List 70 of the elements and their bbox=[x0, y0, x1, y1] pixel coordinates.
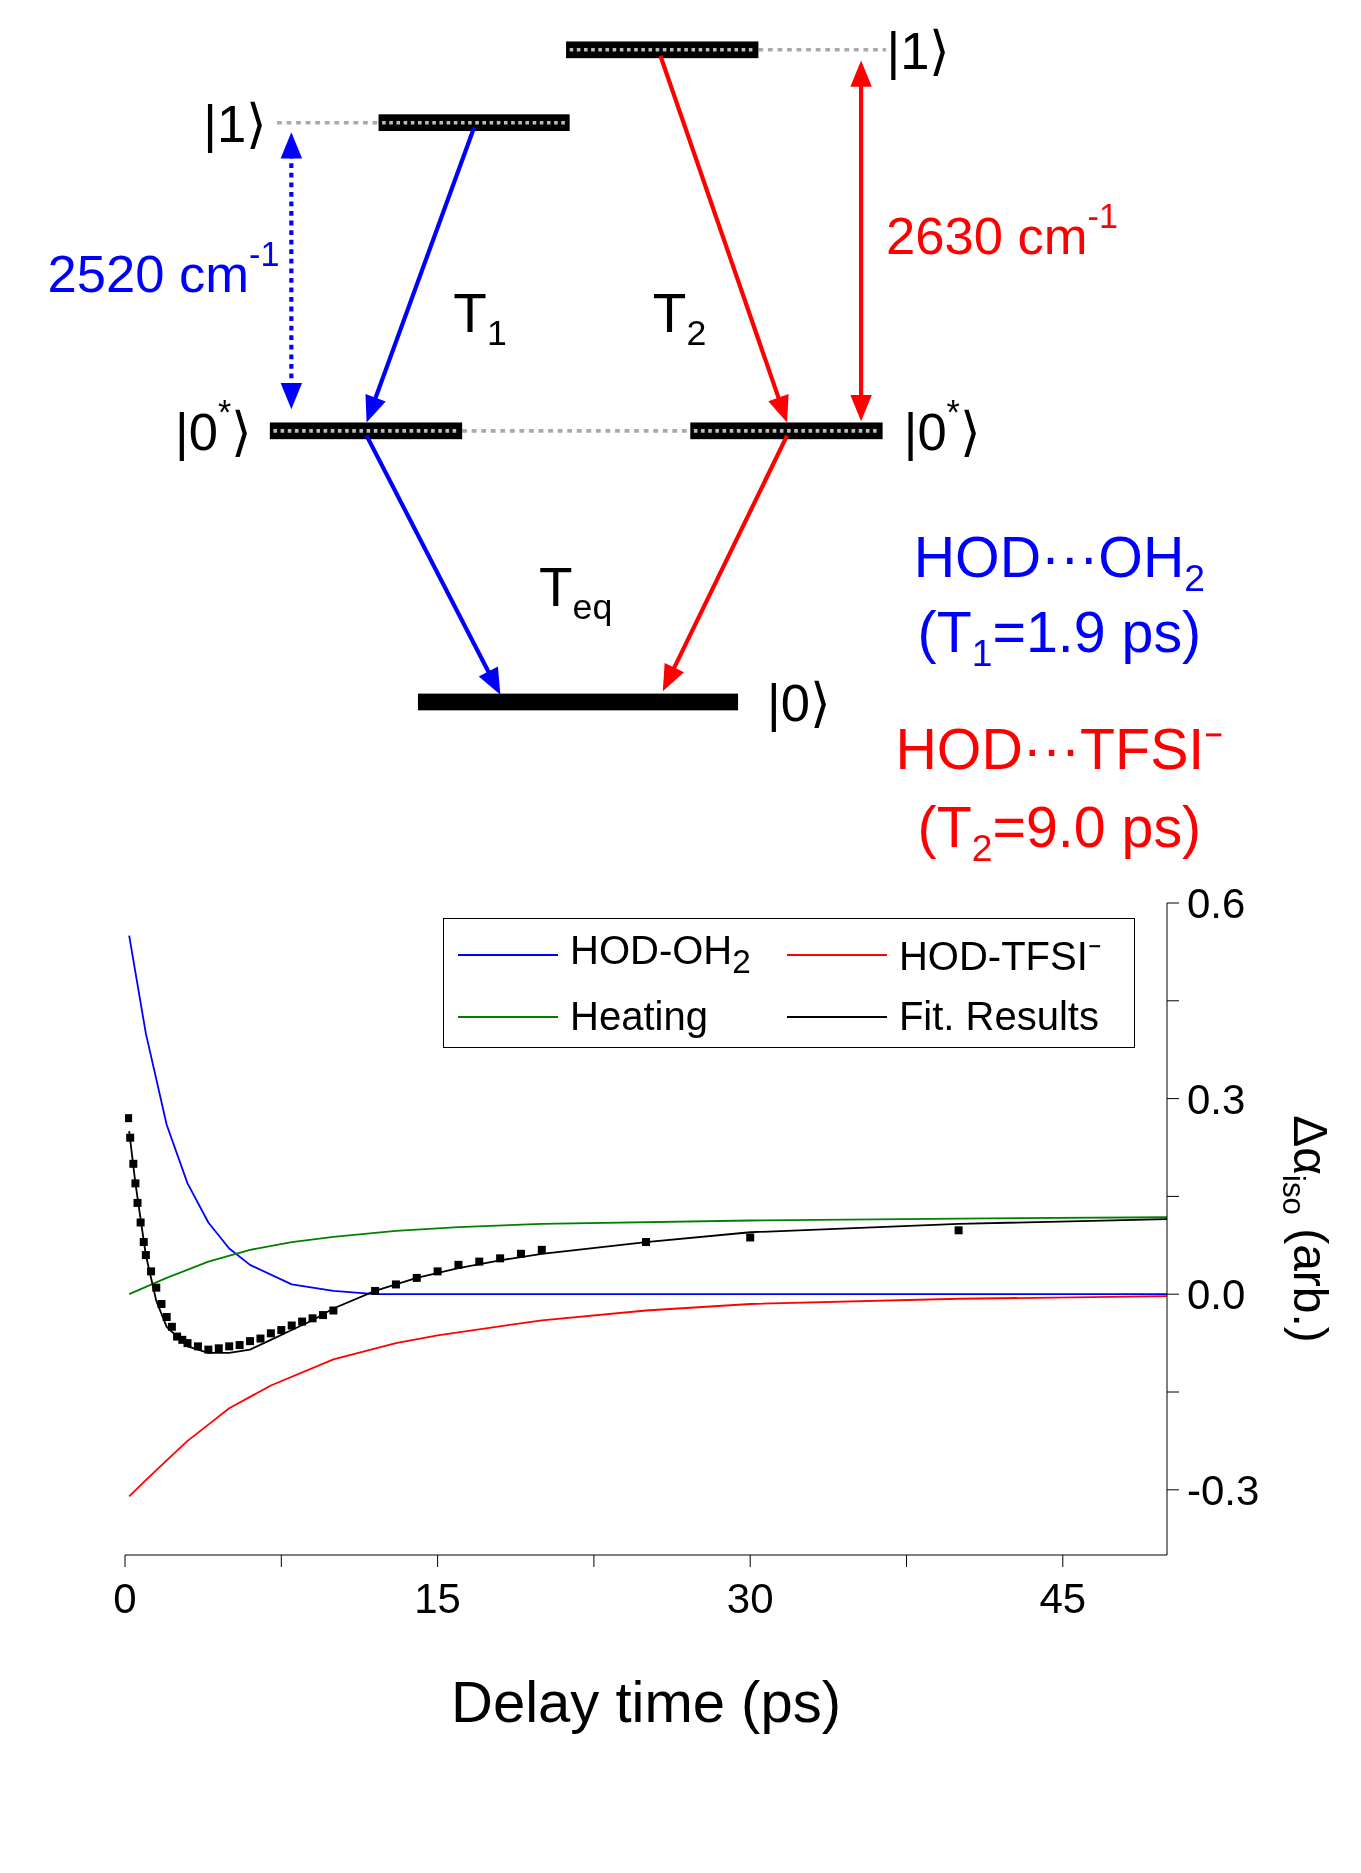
point bbox=[537, 1245, 546, 1254]
point bbox=[454, 1260, 463, 1269]
text: |1⟩ bbox=[886, 20, 951, 80]
text: T$_{eq}$ bbox=[538, 556, 613, 628]
point bbox=[133, 1198, 142, 1207]
point bbox=[152, 1283, 161, 1292]
point bbox=[193, 1342, 202, 1351]
point bbox=[954, 1226, 963, 1235]
x-tick-label: 45 bbox=[1039, 1574, 1087, 1622]
point bbox=[183, 1339, 192, 1348]
point bbox=[157, 1299, 166, 1308]
text: |0⟩ bbox=[767, 672, 831, 732]
text: (T$_{1}$=1.9 ps) bbox=[917, 599, 1202, 674]
point bbox=[167, 1322, 176, 1331]
point bbox=[433, 1267, 442, 1276]
text: |1⟩ bbox=[203, 93, 268, 153]
legend-label: HOD-TFSI⁻ bbox=[898, 933, 1102, 980]
legend-label: Fit. Results bbox=[898, 994, 1099, 1039]
point bbox=[141, 1251, 150, 1260]
point bbox=[136, 1218, 145, 1227]
point bbox=[139, 1238, 148, 1247]
point bbox=[131, 1179, 140, 1188]
line-series bbox=[128, 1216, 1167, 1296]
text: T$_{1}$ bbox=[453, 281, 507, 353]
point bbox=[642, 1238, 650, 1247]
point bbox=[214, 1344, 223, 1353]
point bbox=[391, 1280, 400, 1289]
point bbox=[308, 1314, 317, 1323]
point bbox=[496, 1254, 505, 1263]
point bbox=[256, 1334, 265, 1343]
text: T$_{2}$ bbox=[652, 281, 707, 353]
point bbox=[162, 1313, 171, 1322]
y-tick-label: 0.3 bbox=[1187, 1075, 1246, 1123]
point bbox=[412, 1273, 421, 1282]
point bbox=[318, 1311, 327, 1320]
point bbox=[225, 1342, 234, 1351]
point bbox=[147, 1267, 156, 1276]
point bbox=[475, 1257, 484, 1266]
point bbox=[516, 1249, 525, 1258]
y-tick-label: 0.0 bbox=[1187, 1271, 1246, 1319]
point bbox=[266, 1329, 275, 1338]
point bbox=[287, 1321, 296, 1330]
legend-label: HOD-OH$_{2}$ bbox=[570, 928, 751, 981]
text: |0$^{*}$⟩ bbox=[903, 392, 981, 461]
point bbox=[204, 1345, 213, 1354]
text: HOD···TFSI⁻ bbox=[895, 716, 1224, 781]
text: |0$^{*}$⟩ bbox=[175, 392, 253, 461]
point bbox=[329, 1306, 338, 1315]
text: 2630 cm$^{-1}$ bbox=[886, 196, 1118, 265]
x-tick-label: 15 bbox=[414, 1574, 461, 1622]
point bbox=[246, 1337, 255, 1346]
point bbox=[277, 1326, 286, 1335]
x-tick-label: 30 bbox=[726, 1574, 774, 1622]
y-tick-label: 0.6 bbox=[1187, 879, 1246, 927]
point bbox=[129, 1159, 138, 1168]
y-tick-label: -0.3 bbox=[1187, 1466, 1260, 1514]
point bbox=[371, 1286, 380, 1295]
point bbox=[126, 1133, 135, 1142]
x-axis-title: Delay time (ps) bbox=[451, 1669, 841, 1734]
text: (T$_{2}$=9.0 ps) bbox=[917, 795, 1202, 870]
line-series bbox=[128, 934, 1167, 1296]
point bbox=[298, 1317, 307, 1326]
point bbox=[125, 1114, 133, 1123]
legend-label: Heating bbox=[570, 994, 708, 1039]
text: HOD···OH$_{2}$ bbox=[913, 525, 1206, 600]
line-series bbox=[128, 1295, 1167, 1498]
text: 2520 cm$^{-1}$ bbox=[47, 235, 280, 303]
x-tick-label: 0 bbox=[113, 1574, 137, 1622]
point bbox=[746, 1233, 755, 1242]
point bbox=[235, 1341, 244, 1350]
